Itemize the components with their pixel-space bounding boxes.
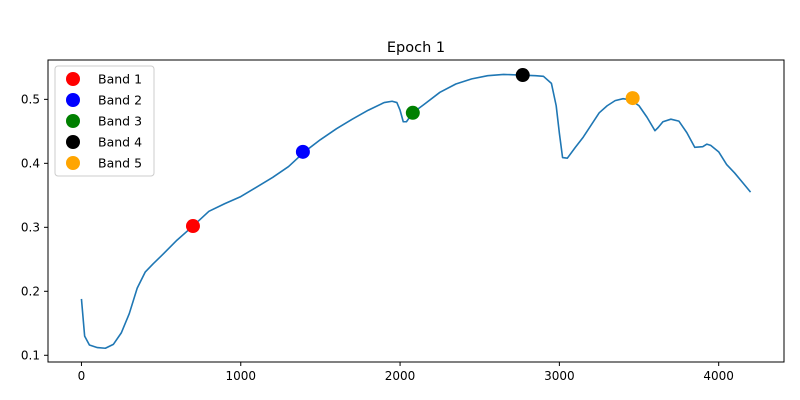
series-line — [80, 73, 752, 350]
x-tick-label: 1000 — [225, 369, 256, 383]
x-tick-label: 0 — [78, 369, 86, 383]
band-3-marker — [405, 105, 420, 120]
legend-box — [54, 65, 155, 177]
legend-label-band-3: Band 3 — [98, 114, 142, 129]
y-tick-label: 0.1 — [21, 348, 40, 362]
legend-label-band-5: Band 5 — [98, 156, 142, 171]
band-4-marker — [515, 68, 530, 83]
axes: 0 1000 2000 3000 4000 0.1 0.2 0.3 0.4 0.5 — [21, 59, 785, 383]
band-1-marker — [185, 219, 200, 234]
y-tick-label: 0.3 — [21, 220, 40, 234]
legend-label-band-4: Band 4 — [98, 135, 142, 150]
y-tick-label: 0.5 — [21, 92, 40, 106]
chart-title: Epoch 1 — [387, 40, 445, 56]
y-tick-label: 0.4 — [21, 156, 40, 170]
legend-marker-band-4 — [66, 135, 80, 149]
y-tick-label: 0.2 — [21, 284, 40, 298]
x-tick-label: 2000 — [385, 369, 416, 383]
axes-frame — [47, 59, 785, 363]
legend-marker-band-5 — [66, 156, 80, 170]
legend-marker-band-1 — [66, 72, 80, 86]
band-2-marker — [295, 144, 310, 159]
band-5-marker — [625, 91, 640, 106]
legend-marker-band-2 — [66, 93, 80, 107]
x-tick-label: 4000 — [703, 369, 734, 383]
plot-area — [80, 68, 752, 350]
legend-marker-band-3 — [66, 114, 80, 128]
legend-label-band-1: Band 1 — [98, 72, 142, 87]
x-tick-label: 3000 — [544, 369, 575, 383]
legend-label-band-2: Band 2 — [98, 93, 142, 108]
legend: Band 1 Band 2 Band 3 Band 4 Band 5 — [54, 65, 155, 177]
